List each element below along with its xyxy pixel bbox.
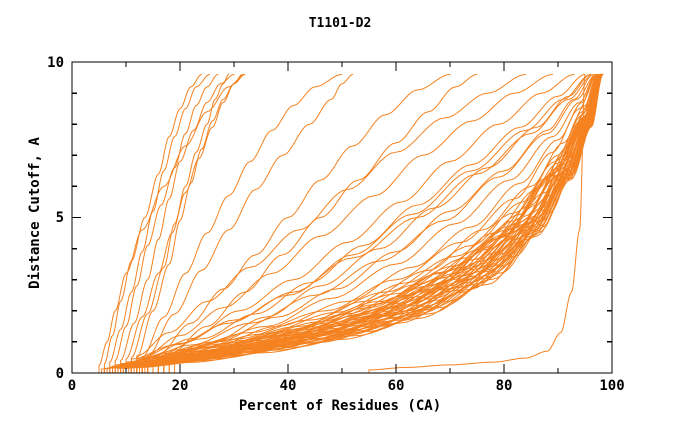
data-curve <box>125 73 597 373</box>
data-curve <box>152 73 586 373</box>
data-curve <box>112 73 602 373</box>
x-tick-label-40: 40 <box>279 378 297 394</box>
x-axis-label: Percent of Residues (CA) <box>238 398 442 414</box>
data-curve <box>130 73 594 373</box>
axes-frame <box>71 61 613 374</box>
data-curve <box>117 73 604 373</box>
data-curves-group <box>98 73 604 373</box>
data-curve <box>103 73 603 373</box>
data-curve <box>130 73 230 373</box>
data-curve <box>98 73 246 373</box>
x-tick-label-60: 60 <box>387 378 405 394</box>
data-curve <box>157 73 602 373</box>
data-curve <box>117 73 602 373</box>
data-curve <box>120 73 235 373</box>
data-curve <box>103 73 203 373</box>
data-curve <box>136 73 246 373</box>
data-curve <box>139 73 604 373</box>
data-curve <box>147 73 354 373</box>
data-curve <box>101 73 604 373</box>
data-curve <box>157 73 451 373</box>
data-curve <box>368 73 586 373</box>
data-curve <box>112 73 603 373</box>
data-curve <box>136 73 604 373</box>
data-curve <box>122 73 604 373</box>
x-tick-label-0: 0 <box>67 378 77 394</box>
x-tick-label-80: 80 <box>495 378 513 394</box>
data-curve <box>136 73 527 373</box>
data-curve <box>114 73 219 373</box>
data-curve <box>157 73 591 373</box>
data-curve <box>125 73 243 373</box>
data-curve <box>141 73 554 373</box>
y-tick-label-5: 5 <box>55 210 64 226</box>
data-curve <box>141 73 343 373</box>
data-curve <box>130 73 604 373</box>
x-tick-label-100: 100 <box>599 378 625 394</box>
data-curve <box>109 73 211 373</box>
data-curve <box>136 73 591 373</box>
data-curve <box>141 73 603 373</box>
page-title: T1101-D2 <box>308 16 372 31</box>
data-curve <box>141 73 597 373</box>
data-curve <box>168 73 478 373</box>
data-curve <box>147 73 597 373</box>
y-tick-label-0: 0 <box>55 366 64 382</box>
y-tick-label-10: 10 <box>47 55 64 71</box>
x-tick-label-20: 20 <box>171 378 189 394</box>
